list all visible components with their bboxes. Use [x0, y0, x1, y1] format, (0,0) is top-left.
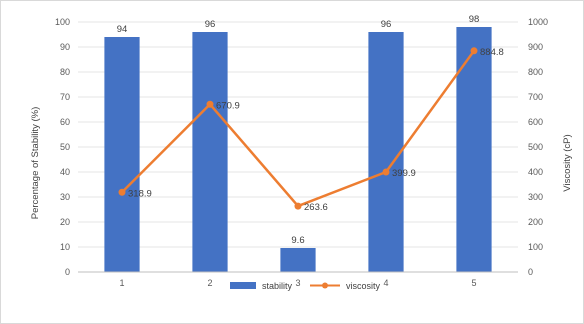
x-tick-label: 2 [207, 278, 212, 288]
point-viscosity [470, 47, 478, 55]
right-tick-label: 600 [528, 117, 543, 127]
right-tick-label: 100 [528, 242, 543, 252]
left-tick-label: 90 [60, 42, 70, 52]
left-tick-label: 80 [60, 67, 70, 77]
bar-stability [280, 248, 316, 272]
bar-data-label: 94 [117, 24, 128, 35]
left-tick-label: 40 [60, 167, 70, 177]
axes: 0102030405060708090100010020030040050060… [55, 17, 548, 288]
right-tick-label: 700 [528, 92, 543, 102]
point-viscosity [206, 100, 214, 108]
left-tick-label: 60 [60, 117, 70, 127]
x-tick-label: 5 [471, 278, 476, 288]
legend-marker-viscosity [322, 282, 328, 289]
line-data-label: 670.9 [216, 100, 240, 111]
bar-data-label: 98 [469, 14, 480, 25]
bar-data-label: 9.6 [291, 235, 304, 246]
point-viscosity [294, 202, 302, 210]
line-data-label: 318.9 [128, 188, 152, 199]
legend-label-viscosity: viscosity [346, 281, 381, 291]
legend: stability viscosity [230, 281, 381, 291]
line-data-label: 399.9 [392, 168, 416, 179]
left-tick-label: 30 [60, 192, 70, 202]
line-series-viscosity [118, 47, 478, 210]
left-tick-label: 70 [60, 92, 70, 102]
point-viscosity [118, 188, 126, 196]
bar-stability [368, 32, 404, 272]
bar-stability [104, 37, 140, 272]
x-tick-label: 3 [295, 278, 300, 288]
right-tick-label: 1000 [528, 17, 548, 27]
left-tick-label: 20 [60, 217, 70, 227]
bar-stability [456, 27, 492, 272]
line-data-label: 884.8 [480, 47, 504, 58]
line-data-label: 263.6 [304, 202, 328, 213]
right-tick-label: 200 [528, 217, 543, 227]
right-axis-title: Viscosity (cP) [562, 134, 573, 191]
x-tick-label: 4 [383, 278, 388, 288]
legend-swatch-stability [230, 282, 256, 289]
bar-series-stability [104, 27, 492, 272]
right-tick-label: 800 [528, 67, 543, 77]
point-viscosity [382, 168, 390, 176]
bar-stability [192, 32, 228, 272]
right-tick-label: 400 [528, 167, 543, 177]
left-axis-title: Percentage of Stability (%) [30, 107, 41, 219]
left-tick-label: 50 [60, 142, 70, 152]
data-labels: 94 96 9.6 96 98 318.9 670.9 263.6 399.9 884.8 [117, 14, 504, 246]
legend-label-stability: stability [262, 281, 293, 291]
right-tick-label: 900 [528, 42, 543, 52]
x-tick-label: 1 [119, 278, 124, 288]
left-tick-label: 10 [60, 242, 70, 252]
right-tick-label: 0 [528, 267, 533, 277]
bar-data-label: 96 [205, 19, 216, 30]
left-tick-label: 0 [65, 267, 70, 277]
right-tick-label: 500 [528, 142, 543, 152]
left-tick-label: 100 [55, 17, 70, 27]
right-tick-label: 300 [528, 192, 543, 202]
bar-data-label: 96 [381, 19, 392, 30]
